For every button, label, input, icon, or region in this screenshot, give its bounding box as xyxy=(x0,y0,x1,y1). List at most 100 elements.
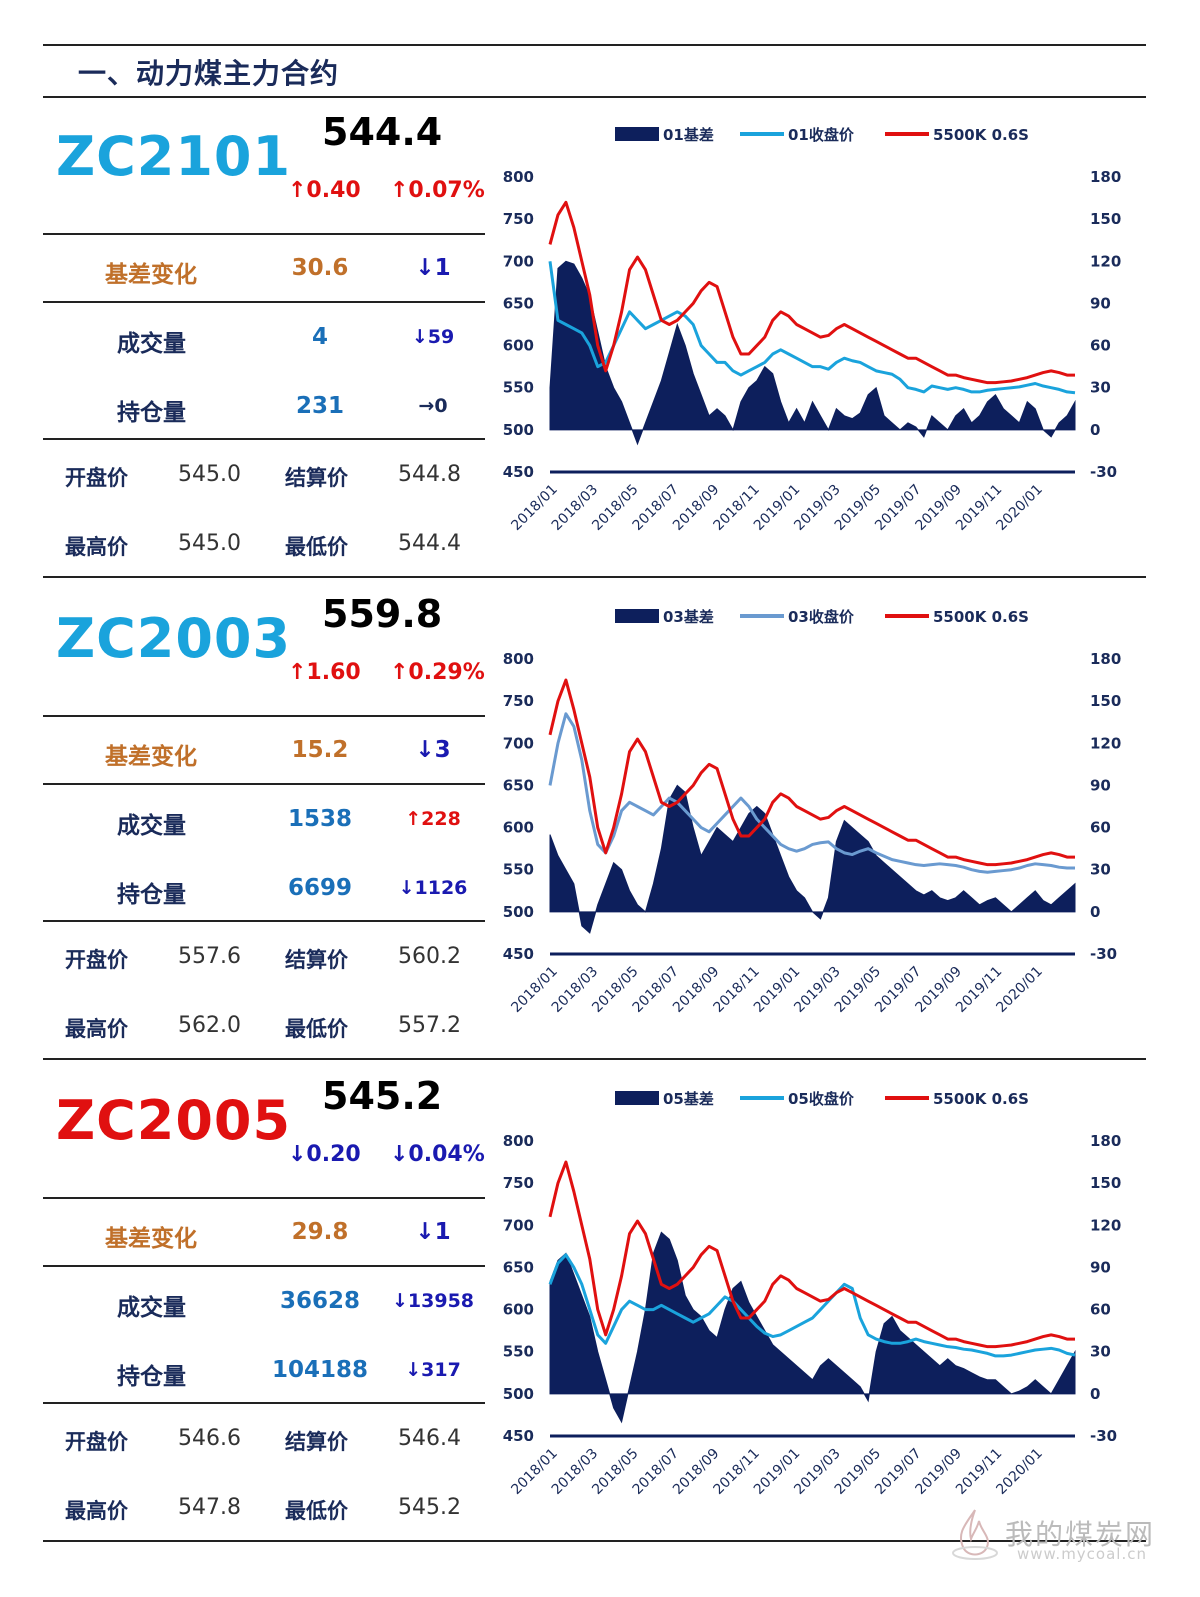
close-price-line xyxy=(548,1253,1076,1358)
high-label: 最高价 xyxy=(65,1017,128,1041)
open-value: 545.0 xyxy=(178,462,241,487)
price-change: ↓0.20 xyxy=(288,1142,361,1167)
y-left-tick-label: 750 xyxy=(503,1174,534,1192)
basis-area xyxy=(549,784,1076,934)
y-right-tick-label: 180 xyxy=(1090,168,1121,186)
y-right-tick-label: 90 xyxy=(1090,1258,1111,1276)
volume-value: 36628 xyxy=(279,1288,361,1314)
legend-swatch xyxy=(615,1091,659,1105)
y-right-tick-label: -30 xyxy=(1090,945,1117,963)
y-right-tick-label: 0 xyxy=(1090,421,1100,439)
y-left-tick-label: 550 xyxy=(503,861,534,879)
divider xyxy=(43,301,485,303)
open-interest-label: 持仓量 xyxy=(117,400,186,426)
contract-code: ZC2101 xyxy=(56,125,292,188)
y-right-tick-label: 0 xyxy=(1090,1385,1100,1403)
divider xyxy=(43,1402,485,1404)
legend-label: 5500K 0.6S xyxy=(933,126,1029,144)
y-right-tick-label: 0 xyxy=(1090,903,1100,921)
y-left-tick-label: 600 xyxy=(503,337,534,355)
basis-area xyxy=(549,1231,1076,1424)
y-right-tick-label: 150 xyxy=(1090,210,1121,228)
y-left-tick-label: 600 xyxy=(503,819,534,837)
legend-swatch xyxy=(615,127,659,141)
coal-price-line xyxy=(548,1160,1075,1349)
y-right-tick-label: 60 xyxy=(1090,819,1111,837)
y-left-tick-label: 650 xyxy=(503,294,534,312)
open-interest-value: 104188 xyxy=(271,1357,369,1383)
divider xyxy=(43,783,485,785)
y-left-tick-label: 450 xyxy=(503,1427,534,1445)
settle-value: 560.2 xyxy=(398,944,461,969)
legend-label: 05收盘价 xyxy=(788,1090,855,1108)
volume-delta: ↑228 xyxy=(405,808,461,830)
basis-area xyxy=(549,260,1076,446)
y-right-tick-label: 120 xyxy=(1090,1216,1121,1234)
y-right-tick-label: 120 xyxy=(1090,252,1121,270)
volume-label: 成交量 xyxy=(117,331,186,357)
basis-chart: 01基差 01收盘价 5500K 0.6S800750700650600550500… xyxy=(503,126,1122,534)
watermark-url: www.mycoal.cn xyxy=(1017,1545,1147,1563)
open-interest-value: 6699 xyxy=(287,875,352,901)
open-value: 557.6 xyxy=(178,944,241,969)
section-title: 一、动力煤主力合约 xyxy=(78,57,340,90)
divider xyxy=(43,1197,485,1199)
legend-label: 5500K 0.6S xyxy=(933,1090,1029,1108)
y-left-tick-label: 800 xyxy=(503,1132,534,1150)
legend-item: 05收盘价 xyxy=(740,1090,855,1108)
y-right-tick-label: 180 xyxy=(1090,1132,1121,1150)
open-label: 开盘价 xyxy=(65,466,128,490)
watermark: 我的煤炭网 www.mycoal.cn xyxy=(945,1505,1175,1565)
low-label: 最低价 xyxy=(285,535,348,559)
low-value: 557.2 xyxy=(398,1013,461,1038)
open-interest-delta: →0 xyxy=(418,395,448,417)
y-right-tick-label: 90 xyxy=(1090,776,1111,794)
divider xyxy=(43,438,485,440)
settle-label: 结算价 xyxy=(285,466,348,490)
panel-bottom-rule xyxy=(43,1058,1146,1060)
basis-label: 基差变化 xyxy=(105,1226,197,1252)
panel-bottom-rule xyxy=(43,576,1146,578)
y-right-tick-label: 30 xyxy=(1090,379,1111,397)
y-left-tick-label: 550 xyxy=(503,1343,534,1361)
low-label: 最低价 xyxy=(285,1499,348,1523)
price-change-pct: ↓0.04% xyxy=(390,1142,485,1167)
contract-panel: ZC2005 545.2 ↓0.20 ↓0.04% 基差变化 29.8 ↓1 成… xyxy=(0,1064,1200,1547)
y-right-tick-label: 90 xyxy=(1090,294,1111,312)
price-change-pct: ↑0.07% xyxy=(390,178,485,203)
close-price-line xyxy=(548,712,1075,874)
y-left-tick-label: 450 xyxy=(503,463,534,481)
y-left-tick-label: 750 xyxy=(503,210,534,228)
open-interest-value: 231 xyxy=(295,393,344,419)
y-left-tick-label: 800 xyxy=(503,650,534,668)
close-price-line xyxy=(548,261,1076,395)
y-right-tick-label: 150 xyxy=(1090,692,1121,710)
basis-delta: ↓3 xyxy=(415,737,451,763)
y-left-tick-label: 500 xyxy=(503,903,534,921)
open-interest-delta: ↓1126 xyxy=(398,877,468,899)
price-change: ↑1.60 xyxy=(288,660,361,685)
open-interest-label: 持仓量 xyxy=(117,882,186,908)
high-value: 562.0 xyxy=(178,1013,241,1038)
y-left-tick-label: 600 xyxy=(503,1301,534,1319)
basis-delta: ↓1 xyxy=(415,1219,451,1245)
basis-value: 30.6 xyxy=(291,255,349,281)
high-value: 545.0 xyxy=(178,531,241,556)
legend-label: 03收盘价 xyxy=(788,608,855,626)
y-left-tick-label: 650 xyxy=(503,776,534,794)
settle-label: 结算价 xyxy=(285,948,348,972)
volume-label: 成交量 xyxy=(117,1295,186,1321)
legend-label: 01收盘价 xyxy=(788,126,855,144)
low-label: 最低价 xyxy=(285,1017,348,1041)
last-price: 545.2 xyxy=(322,1074,443,1118)
y-right-tick-label: 180 xyxy=(1090,650,1121,668)
y-left-tick-label: 550 xyxy=(503,379,534,397)
legend-item: 03基差 xyxy=(615,608,714,626)
volume-value: 4 xyxy=(311,324,328,350)
high-value: 547.8 xyxy=(178,1495,241,1520)
open-value: 546.6 xyxy=(178,1426,241,1451)
basis-value: 15.2 xyxy=(291,737,349,763)
last-price: 559.8 xyxy=(322,592,443,636)
high-label: 最高价 xyxy=(65,1499,128,1523)
basis-delta: ↓1 xyxy=(415,255,451,281)
